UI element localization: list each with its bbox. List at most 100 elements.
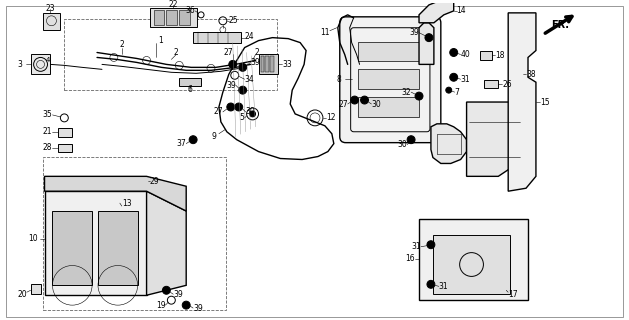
Text: 39: 39	[174, 290, 183, 299]
Bar	[358, 42, 419, 61]
Text: 4: 4	[45, 57, 50, 63]
Text: 2: 2	[174, 48, 179, 57]
Text: 40: 40	[460, 50, 470, 59]
Text: 5: 5	[240, 113, 245, 122]
Polygon shape	[179, 78, 201, 86]
Bar	[265, 56, 269, 72]
Text: 24: 24	[245, 32, 254, 41]
Text: 27: 27	[213, 108, 223, 116]
Bar	[358, 69, 419, 89]
Text: 18: 18	[495, 51, 505, 60]
Circle shape	[235, 103, 243, 111]
Circle shape	[425, 34, 433, 42]
Bar	[260, 56, 264, 72]
Polygon shape	[52, 211, 92, 285]
Text: 32: 32	[401, 88, 411, 97]
Polygon shape	[45, 191, 147, 295]
Text: 10: 10	[28, 234, 38, 243]
Text: 34: 34	[245, 75, 254, 84]
Circle shape	[516, 72, 520, 76]
Circle shape	[360, 96, 369, 104]
Text: 27: 27	[338, 100, 348, 108]
Circle shape	[415, 92, 423, 100]
Text: 19: 19	[156, 300, 165, 310]
Text: 6: 6	[187, 85, 192, 94]
Text: 35: 35	[43, 110, 52, 119]
Bar	[433, 235, 510, 294]
Circle shape	[189, 136, 197, 144]
Text: 33: 33	[282, 60, 292, 69]
Text: 30: 30	[246, 108, 255, 116]
Text: 17: 17	[508, 290, 518, 299]
Circle shape	[350, 96, 359, 104]
Polygon shape	[467, 102, 526, 176]
Text: 9: 9	[211, 132, 216, 141]
Text: 7: 7	[455, 88, 460, 97]
Polygon shape	[193, 32, 241, 43]
Text: 20: 20	[17, 290, 26, 299]
Circle shape	[250, 111, 255, 117]
Polygon shape	[31, 54, 50, 74]
Text: 2: 2	[254, 48, 259, 57]
Text: 13: 13	[122, 199, 131, 208]
Polygon shape	[45, 176, 186, 211]
Circle shape	[427, 241, 435, 249]
Circle shape	[407, 136, 415, 144]
Text: 25: 25	[229, 16, 238, 25]
Polygon shape	[31, 284, 40, 294]
Text: 31: 31	[460, 75, 470, 84]
Text: 2: 2	[120, 40, 124, 49]
Text: 39: 39	[409, 28, 419, 37]
Text: 23: 23	[46, 4, 55, 13]
Text: 22: 22	[169, 0, 178, 10]
Text: 26: 26	[502, 80, 512, 89]
Polygon shape	[259, 54, 279, 74]
Circle shape	[427, 280, 435, 288]
Text: 28: 28	[43, 143, 52, 152]
Circle shape	[182, 301, 190, 309]
Circle shape	[239, 63, 247, 71]
Text: 37: 37	[177, 139, 186, 148]
Bar	[270, 56, 274, 72]
Polygon shape	[419, 1, 454, 23]
Circle shape	[450, 49, 458, 56]
Text: 30: 30	[398, 140, 407, 149]
Circle shape	[239, 86, 247, 94]
Text: 3: 3	[18, 60, 23, 69]
Text: 39: 39	[250, 58, 260, 67]
Bar	[43, 156, 226, 310]
Text: 29: 29	[150, 177, 159, 186]
Circle shape	[229, 60, 237, 68]
Polygon shape	[58, 128, 72, 137]
Text: 1: 1	[159, 36, 163, 45]
Circle shape	[446, 87, 452, 93]
Polygon shape	[481, 51, 493, 60]
Bar	[64, 19, 277, 90]
Text: 21: 21	[43, 127, 52, 136]
Bar	[167, 10, 177, 25]
Circle shape	[450, 73, 458, 81]
Bar	[179, 10, 190, 25]
Bar	[153, 10, 164, 25]
Text: 31: 31	[411, 242, 421, 251]
Polygon shape	[58, 144, 72, 152]
Text: 8: 8	[337, 75, 342, 84]
Circle shape	[227, 103, 235, 111]
Text: 16: 16	[406, 254, 415, 263]
Polygon shape	[147, 191, 186, 295]
Text: FR.: FR.	[551, 20, 569, 30]
Text: 11: 11	[320, 28, 330, 37]
Polygon shape	[419, 23, 434, 64]
Polygon shape	[431, 124, 467, 164]
Text: 14: 14	[457, 6, 466, 15]
Polygon shape	[43, 13, 60, 30]
FancyBboxPatch shape	[340, 17, 441, 143]
Polygon shape	[98, 211, 138, 285]
Circle shape	[162, 286, 170, 294]
Text: 30: 30	[372, 100, 381, 108]
Text: 31: 31	[439, 282, 448, 291]
Bar	[419, 219, 528, 300]
Text: 39: 39	[193, 304, 203, 313]
Text: 27: 27	[224, 48, 233, 57]
Text: 12: 12	[326, 113, 335, 122]
